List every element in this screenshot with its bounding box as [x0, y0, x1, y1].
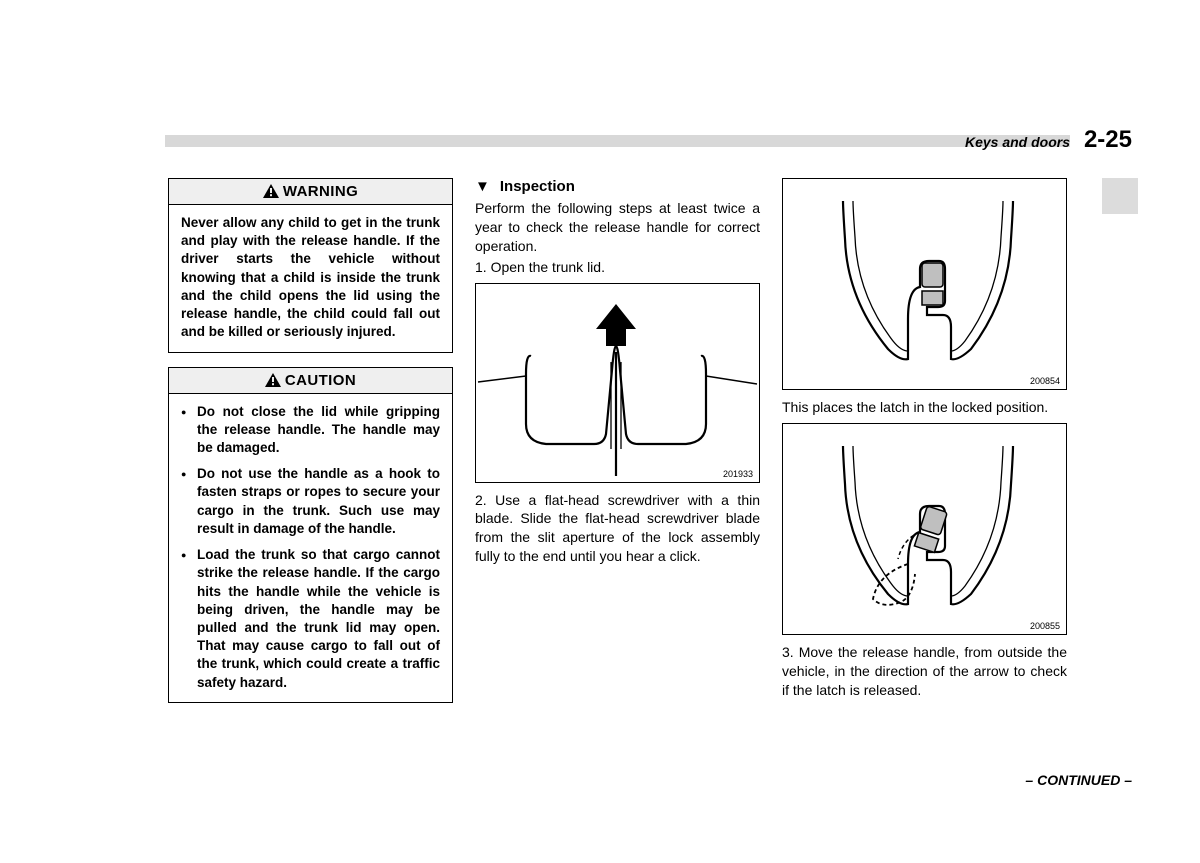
figure-2: 200854 [782, 178, 1067, 390]
figure-1-id: 201933 [723, 469, 753, 479]
caution-list: Do not close the lid while gripping the … [169, 394, 452, 702]
inspection-intro: Perform the following steps at least twi… [475, 199, 760, 256]
figure-2-svg [783, 179, 1066, 389]
page-number: 2-25 [1084, 126, 1132, 154]
header-bar [165, 135, 1070, 147]
continued-label: – CONTINUED – [1025, 772, 1132, 788]
step-3: 3. Move the release handle, from outside… [782, 643, 1067, 700]
section-title: Keys and doors [965, 134, 1070, 150]
step-2: 2. Use a flat-head screwdriver with a th… [475, 491, 760, 567]
side-tab [1102, 178, 1138, 214]
caution-item: Do not use the handle as a hook to faste… [181, 465, 440, 538]
caution-title: CAUTION [285, 372, 356, 389]
content-columns: WARNING Never allow any child to get in … [168, 178, 1068, 717]
caution-header: CAUTION [169, 368, 452, 394]
column-1: WARNING Never allow any child to get in … [168, 178, 453, 717]
caution-item: Load the trunk so that cargo cannot stri… [181, 546, 440, 692]
inspection-heading-text: Inspection [500, 178, 575, 195]
figure-3-svg [783, 424, 1066, 634]
triangle-icon: ▼ [475, 178, 490, 195]
figure-2-id: 200854 [1030, 376, 1060, 386]
figure-1-svg [476, 284, 759, 482]
caution-item: Do not close the lid while gripping the … [181, 403, 440, 458]
step-1: 1. Open the trunk lid. [475, 258, 760, 277]
column-3: 200854 This places the latch in the lock… [782, 178, 1067, 717]
column-2: ▼ Inspection Perform the following steps … [475, 178, 760, 717]
latch-result: This places the latch in the locked posi… [782, 398, 1067, 417]
warning-title: WARNING [283, 183, 358, 200]
figure-3: 200855 [782, 423, 1067, 635]
caution-box: CAUTION Do not close the lid while gripp… [168, 367, 453, 703]
warning-header: WARNING [169, 179, 452, 205]
caution-icon [265, 373, 281, 387]
warning-text: Never allow any child to get in the trun… [169, 205, 452, 352]
warning-box: WARNING Never allow any child to get in … [168, 178, 453, 353]
warning-icon [263, 184, 279, 198]
figure-3-id: 200855 [1030, 621, 1060, 631]
figure-1: 201933 [475, 283, 760, 483]
inspection-heading: ▼ Inspection [475, 178, 760, 195]
